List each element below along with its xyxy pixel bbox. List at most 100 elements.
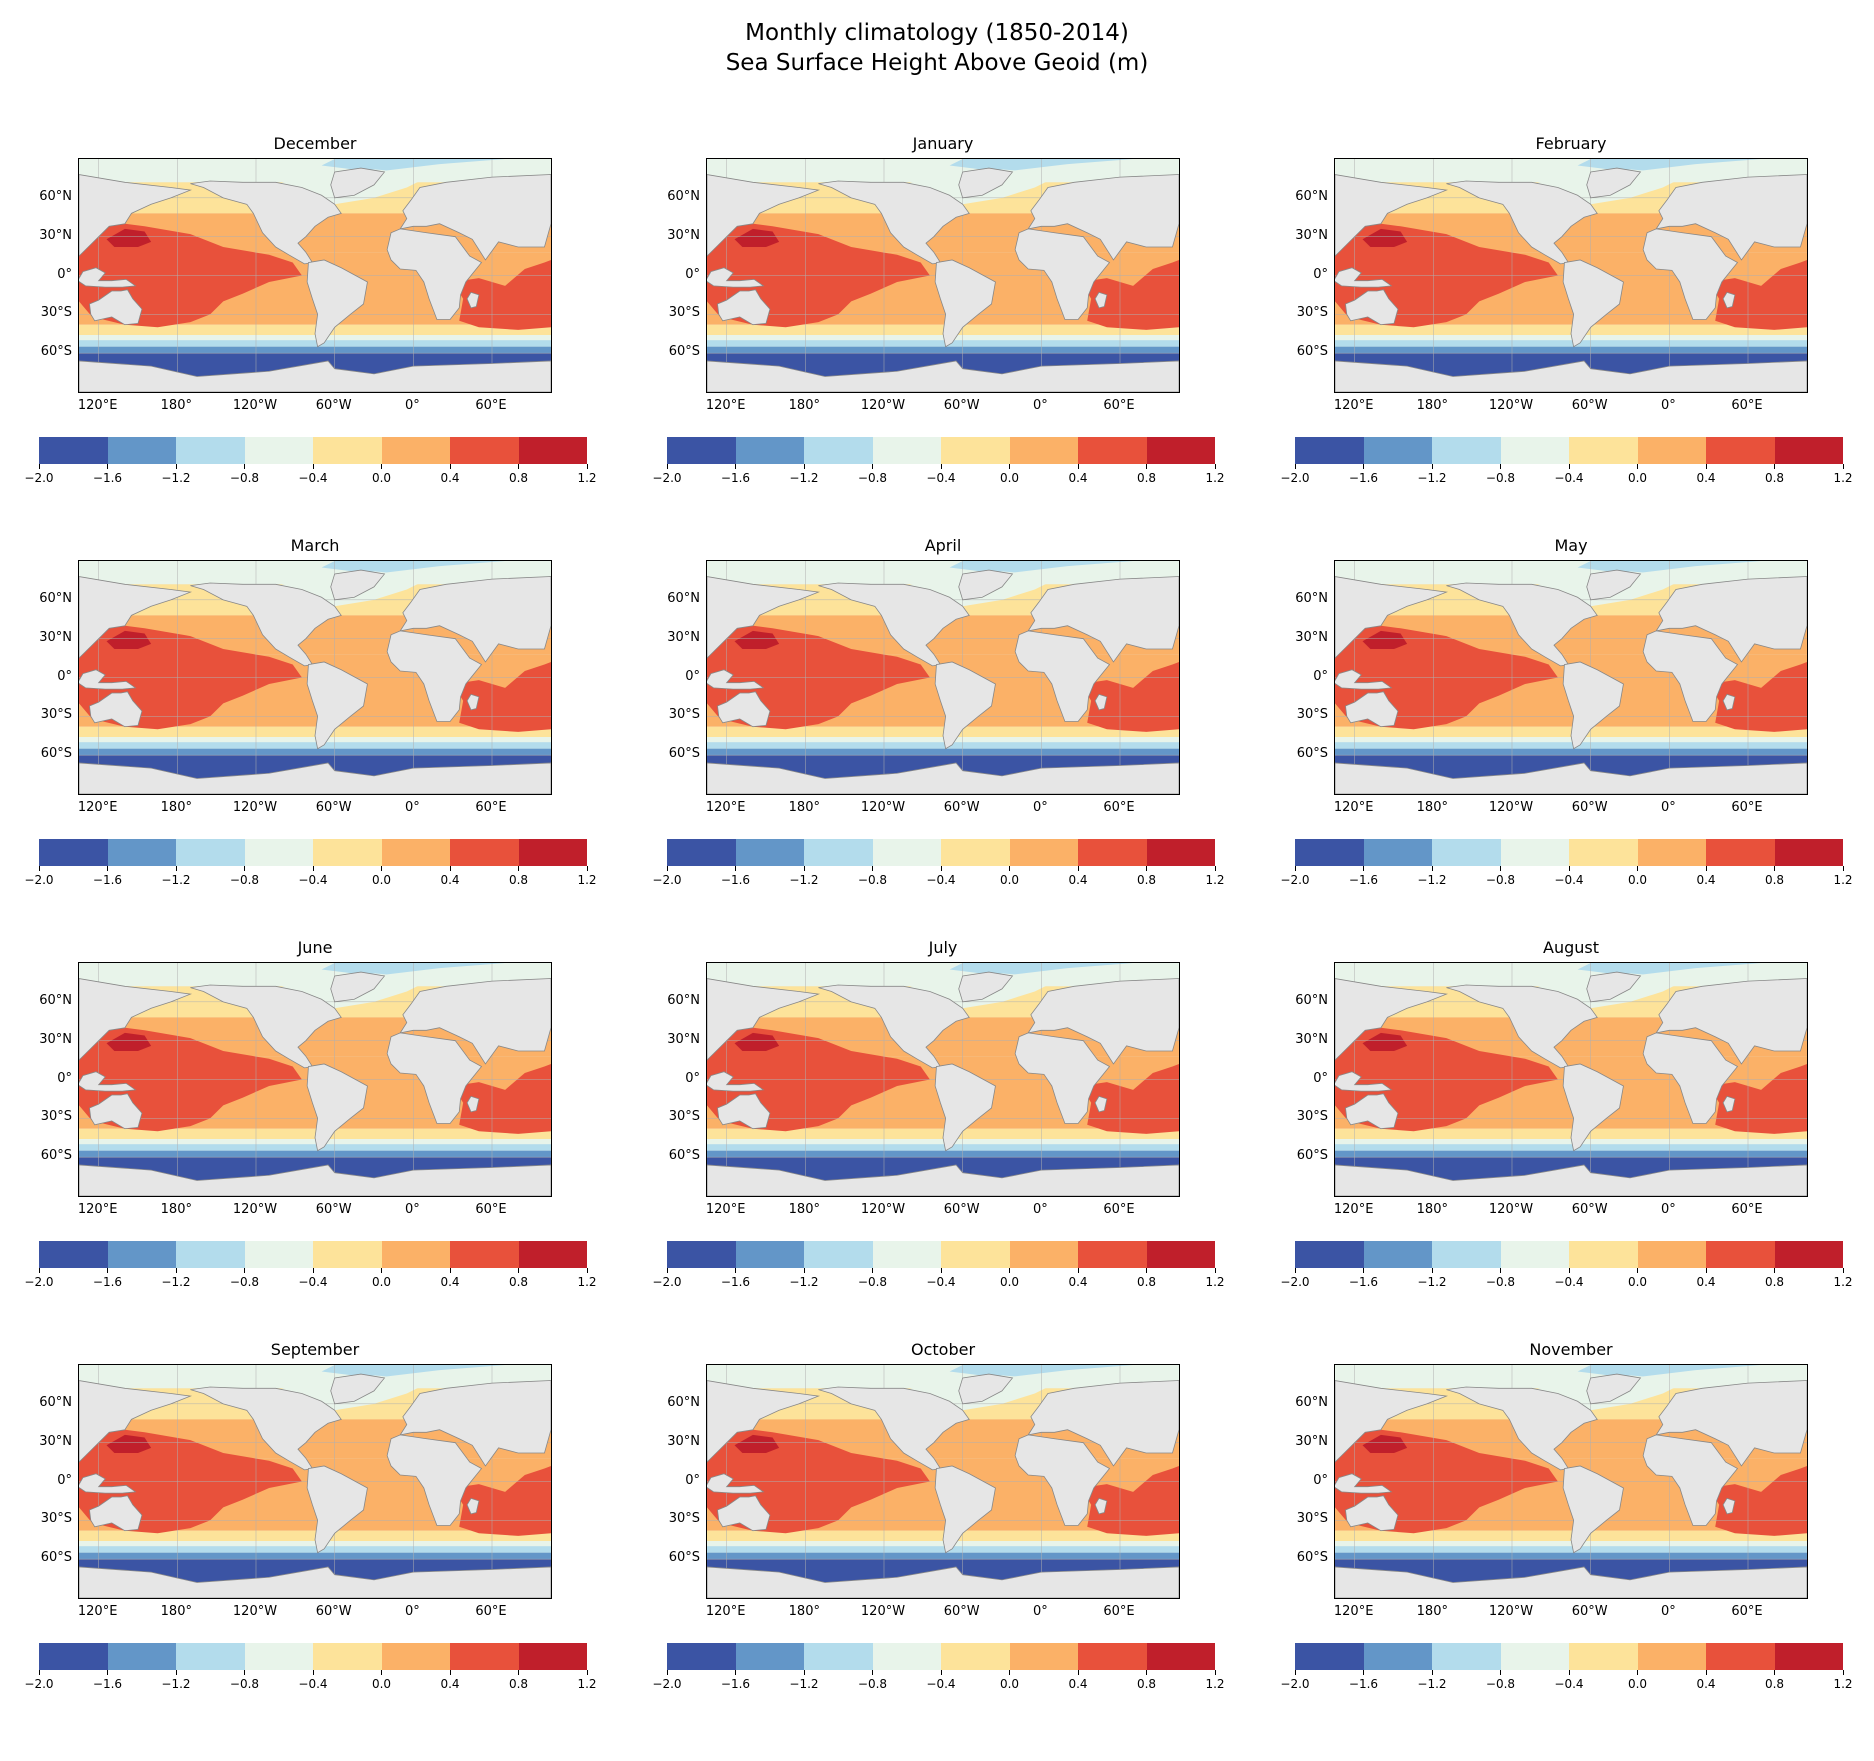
lon-tick-label: 180°	[788, 800, 820, 815]
colorbar-tick	[107, 464, 108, 469]
ssh-contour-band	[1335, 1546, 1807, 1553]
ssh-contour-band	[79, 340, 551, 347]
colorbar-segment	[1569, 1241, 1638, 1268]
colorbar-segment	[313, 839, 382, 866]
lon-tick-label: 180°	[160, 800, 192, 815]
sea-surface-height-map	[707, 159, 1179, 392]
lon-tick-label: 180°	[1416, 800, 1448, 815]
colorbar-tick	[872, 464, 873, 469]
colorbar-tick	[107, 1670, 108, 1675]
lat-tick-label: 0°	[57, 668, 72, 684]
landmass-greenland	[1587, 972, 1641, 1002]
ssh-contour-region	[106, 630, 152, 650]
lat-tick-label: 30°S	[40, 1109, 72, 1125]
sea-surface-height-map	[79, 1365, 551, 1598]
colorbar-segment	[1146, 1643, 1215, 1670]
colorbar-tick	[1009, 464, 1010, 469]
colorbar-segment	[450, 1643, 519, 1670]
colorbar-tick-label: 0.4	[1696, 471, 1716, 485]
colorbar-tick-label: 0.0	[999, 873, 1020, 887]
colorbar-tick	[381, 866, 382, 871]
colorbar-tick-label: −2.0	[652, 873, 682, 887]
colorbar-segment	[39, 1643, 108, 1670]
landmass-samerica	[307, 1064, 367, 1151]
colorbar-tick-label: 0.8	[1764, 1677, 1785, 1691]
landmass-eurasia_w	[1335, 175, 1446, 257]
lat-tick-label: 60°N	[39, 188, 72, 204]
lat-tick-label: 0°	[1313, 668, 1328, 684]
ssh-contour-region	[1708, 259, 1807, 330]
lon-tick-label: 0°	[1032, 1604, 1048, 1619]
colorbar-tick-label: −2.0	[652, 471, 682, 485]
colorbar-segment	[1363, 839, 1432, 866]
colorbar-tick-label: 0.4	[1068, 1677, 1088, 1691]
landmass-eurasia_w	[707, 175, 818, 257]
landmass-indonesia	[707, 268, 763, 287]
ssh-contour-region	[1708, 1063, 1807, 1134]
colorbar-tick	[1431, 1268, 1433, 1273]
colorbar-segment	[450, 1241, 519, 1268]
lon-tick-label: 60°E	[475, 1202, 507, 1217]
colorbar-tick	[1842, 866, 1844, 871]
landmass-eurasia_w	[1335, 577, 1446, 659]
colorbar-segment	[176, 1241, 245, 1268]
colorbar	[1295, 437, 1843, 464]
colorbar-tick	[38, 1670, 40, 1675]
sea-surface-height-map	[707, 561, 1179, 794]
colorbar-tick-label: −1.2	[789, 471, 819, 485]
landmass-indonesia	[1335, 1474, 1391, 1493]
lon-tick-label: 60°W	[315, 1202, 352, 1217]
lon-tick-label: 0°	[404, 800, 420, 815]
colorbar-tick	[1146, 866, 1147, 871]
colorbar-tick-label: −0.8	[857, 471, 888, 485]
colorbar-tick-label: −0.8	[1485, 1275, 1516, 1289]
ssh-contour-region	[734, 1434, 780, 1454]
colorbar-tick	[518, 464, 519, 469]
colorbar-tick	[1214, 866, 1216, 871]
colorbar-tick-label: −0.4	[926, 1677, 956, 1691]
landmass-greenland	[959, 168, 1013, 198]
colorbar-tick-label: −0.8	[1485, 873, 1516, 887]
colorbar-segment	[1363, 1643, 1432, 1670]
colorbar-segment	[39, 1241, 108, 1268]
lon-tick-label: 0°	[1660, 398, 1676, 413]
colorbar-tick	[1500, 464, 1501, 469]
lon-tick-label: 120°W	[860, 1202, 906, 1217]
lat-tick-label: 60°S	[40, 1148, 72, 1164]
colorbar-tick	[244, 866, 245, 871]
lon-tick-label: 120°E	[1333, 1604, 1374, 1619]
colorbar-segment	[1009, 437, 1078, 464]
colorbar-tick	[38, 866, 40, 871]
colorbar-tick-label: −1.6	[720, 1275, 751, 1289]
colorbar-tick-label: 1.2	[1205, 873, 1225, 887]
colorbar-segment	[1637, 1241, 1706, 1268]
colorbar-tick	[1568, 866, 1570, 871]
colorbar-segment	[1363, 437, 1432, 464]
colorbar-tick-label: −2.0	[24, 873, 54, 887]
ssh-contour-region	[1362, 1434, 1408, 1454]
landmass-madagascar	[467, 694, 479, 710]
colorbar-segment	[313, 1643, 382, 1670]
colorbar-tick-label: −0.4	[298, 1275, 328, 1289]
colorbar-segment	[244, 1241, 313, 1268]
ssh-contour-band	[1335, 1552, 1807, 1560]
landmass-eurasia	[1028, 577, 1179, 662]
landmass-madagascar	[1095, 694, 1107, 710]
colorbar-tick-label: −0.8	[229, 1677, 260, 1691]
colorbar	[1295, 1643, 1843, 1670]
lat-tick-label: 60°N	[667, 992, 700, 1008]
lon-tick-label: 0°	[404, 1202, 420, 1217]
colorbar-tick-label: 0.0	[371, 1677, 392, 1691]
landmass-greenland	[331, 168, 385, 198]
landmass-greenland	[959, 972, 1013, 1002]
landmass-eurasia_w	[1335, 1381, 1446, 1463]
landmass-madagascar	[467, 292, 479, 308]
ssh-contour-band	[79, 1530, 551, 1542]
colorbar-tick-label: 0.8	[1764, 1275, 1785, 1289]
panel-title: October	[910, 1340, 976, 1359]
ssh-contour-region	[1362, 1032, 1408, 1052]
landmass-indonesia	[79, 1474, 135, 1493]
colorbar-tick-label: 1.2	[1833, 471, 1853, 485]
colorbar-tick-label: −1.6	[1348, 873, 1379, 887]
colorbar-tick	[1705, 464, 1707, 469]
